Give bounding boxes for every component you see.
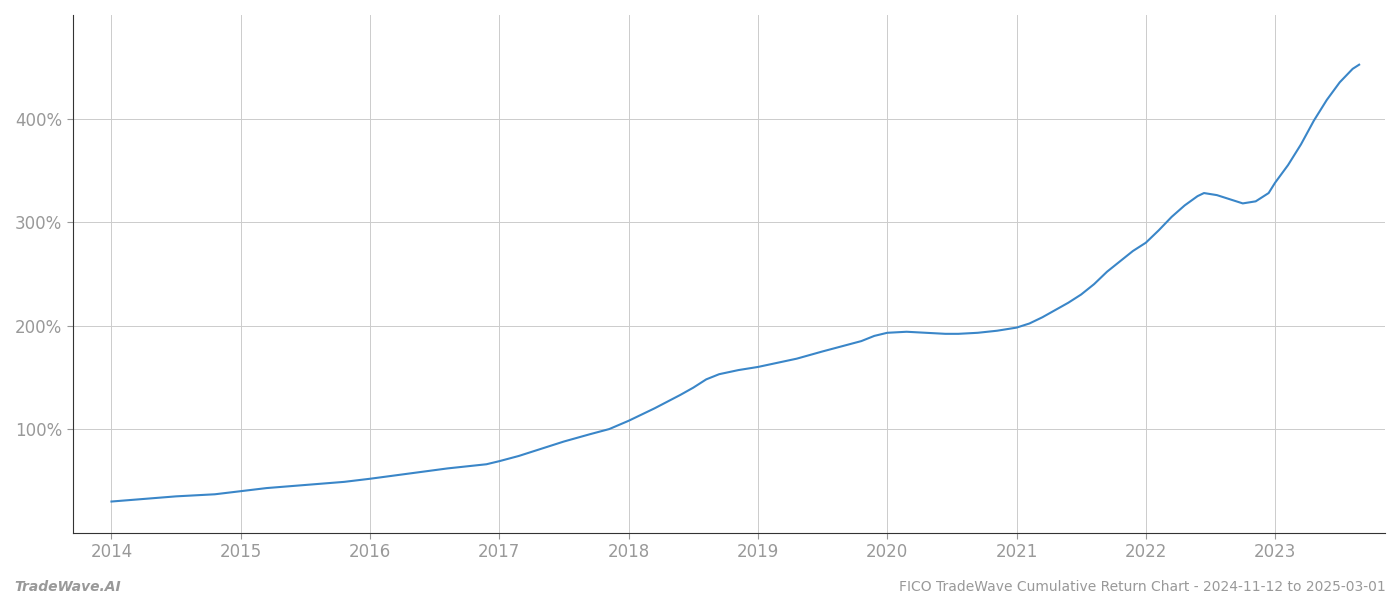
- Text: TradeWave.AI: TradeWave.AI: [14, 580, 120, 594]
- Text: FICO TradeWave Cumulative Return Chart - 2024-11-12 to 2025-03-01: FICO TradeWave Cumulative Return Chart -…: [899, 580, 1386, 594]
